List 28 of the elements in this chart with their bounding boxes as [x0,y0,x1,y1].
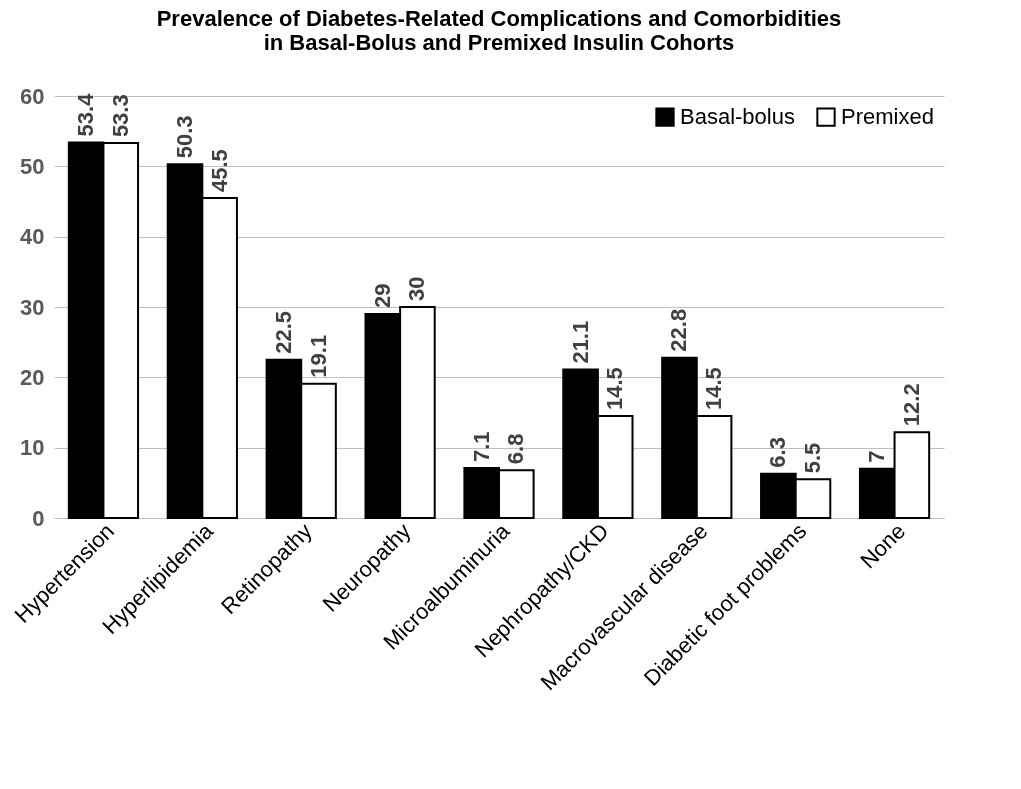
y-tick-label: 0 [32,505,45,531]
chart-title: Prevalence of Diabetes-Related Complications and Comorbidities in Basal-Bolus and Premixed Insulin Cohorts [156,6,842,55]
y-tick-label: 30 [20,294,45,320]
legend-label: Premixed [841,104,934,130]
data-label: 30 [404,276,430,301]
data-label: 22.8 [666,308,692,352]
data-label: 7 [864,450,890,463]
data-label: 50.3 [172,115,198,159]
data-label: 6.8 [503,433,529,465]
data-label: 53.3 [107,94,133,138]
y-tick-label: 60 [20,83,45,109]
data-label: 53.4 [73,92,99,137]
data-label: 6.3 [765,437,791,468]
legend-label: Basal-bolus [680,104,795,130]
data-label: 14.5 [701,367,727,411]
data-label: 21.1 [567,320,593,364]
data-label: 29 [369,283,395,309]
data-label: 7.1 [468,431,494,463]
y-tick-label: 50 [20,153,45,179]
data-label: 12.2 [898,383,924,427]
y-tick-label: 20 [20,364,45,390]
data-label: 5.5 [799,442,825,474]
data-label: 19.1 [305,334,331,378]
y-tick-label: 40 [20,224,45,250]
data-label: 45.5 [206,149,232,192]
data-label: 22.5 [270,310,296,354]
y-tick-label: 10 [20,435,45,461]
data-label: 14.5 [602,367,628,411]
